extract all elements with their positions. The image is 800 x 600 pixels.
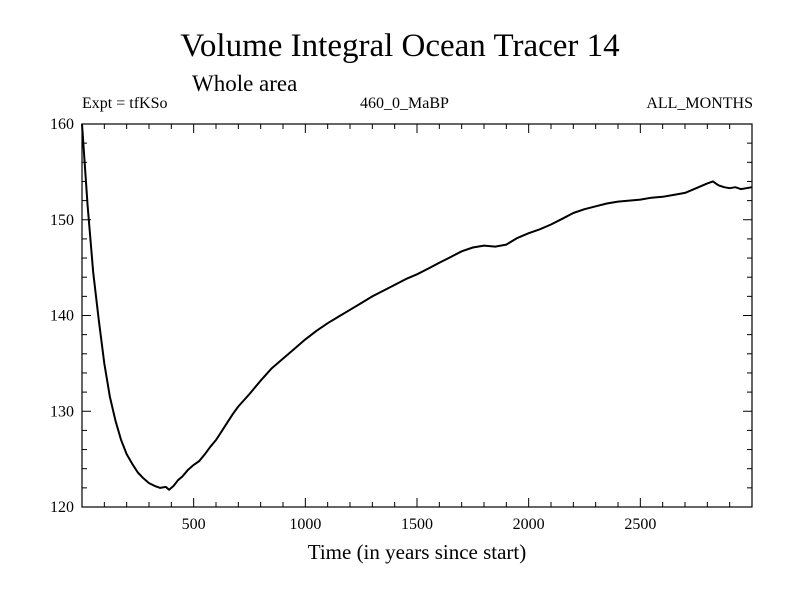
period-label: 460_0_MaBP bbox=[360, 95, 449, 112]
chart-title: Volume Integral Ocean Tracer 14 bbox=[180, 28, 620, 64]
y-tick-label: 130 bbox=[50, 403, 74, 420]
x-tick-label: 500 bbox=[182, 516, 206, 533]
x-tick-label: 1500 bbox=[401, 516, 433, 533]
axis-tick-labels: 500 1000 1500 2000 2500 120 130 140 150 160 bbox=[50, 116, 656, 533]
y-tick-label: 140 bbox=[50, 308, 74, 325]
x-axis-label: Time (in years since start) bbox=[307, 540, 527, 564]
chart-subtitle: Whole area bbox=[192, 71, 298, 96]
plot-frame bbox=[81, 123, 753, 508]
x-tick-label: 1000 bbox=[289, 516, 321, 533]
axis-ticks bbox=[82, 123, 752, 508]
y-tick-label: 150 bbox=[50, 212, 74, 229]
x-tick-label: 2500 bbox=[624, 516, 656, 533]
y-tick-label: 120 bbox=[50, 499, 74, 516]
x-tick-label: 2000 bbox=[513, 516, 545, 533]
experiment-label: Expt = tfKSo bbox=[82, 95, 168, 112]
y-tick-label: 160 bbox=[50, 116, 74, 133]
season-label: ALL_MONTHS bbox=[646, 95, 753, 112]
series-line-tracer-14 bbox=[81, 123, 753, 491]
